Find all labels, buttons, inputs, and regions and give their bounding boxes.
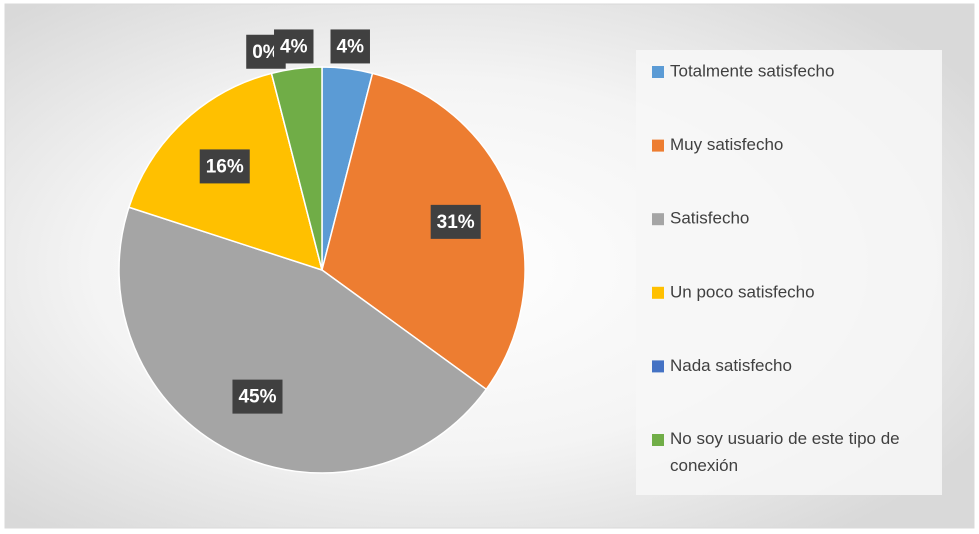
pie-slice [270,66,323,271]
data-label: 45% [232,379,283,414]
legend-label: Muy satisfecho [670,135,783,154]
legend-label: Totalmente satisfecho [670,61,834,80]
data-label-bg [274,29,314,64]
pie-slice [118,206,488,474]
data-label-text: 16% [206,156,244,177]
legend-swatch [652,360,664,373]
legend-swatch [652,286,664,299]
data-label-bg [330,29,370,64]
data-label: 4% [330,29,370,64]
data-label-text: 31% [437,212,475,233]
pie-slice [321,72,526,391]
data-label: 16% [199,149,250,184]
legend-line: conexión [670,456,738,475]
legend-swatch [652,434,664,446]
data-label-text: 4% [280,36,308,57]
legend-swatch [652,213,664,226]
legend-box [636,50,942,495]
data-label-text: 45% [238,387,276,408]
data-label: 31% [430,204,481,239]
legend-label: Satisfecho [670,209,749,228]
legend-label: Nada satisfecho [670,356,792,375]
data-label-bg [232,379,283,414]
data-label: 4% [274,29,314,64]
legend-line: No soy usuario de este tipo de [670,429,900,448]
legend-swatch [652,66,664,78]
data-label-bg [199,149,250,184]
data-label-text: 4% [337,36,365,57]
legend-label: No soy usuario de este tipo de conexión [670,429,900,475]
legend-label: Un poco satisfecho [670,282,815,301]
legend-swatch [652,139,664,152]
data-label-text: 0% [252,42,280,63]
data-label-bg [430,204,481,239]
